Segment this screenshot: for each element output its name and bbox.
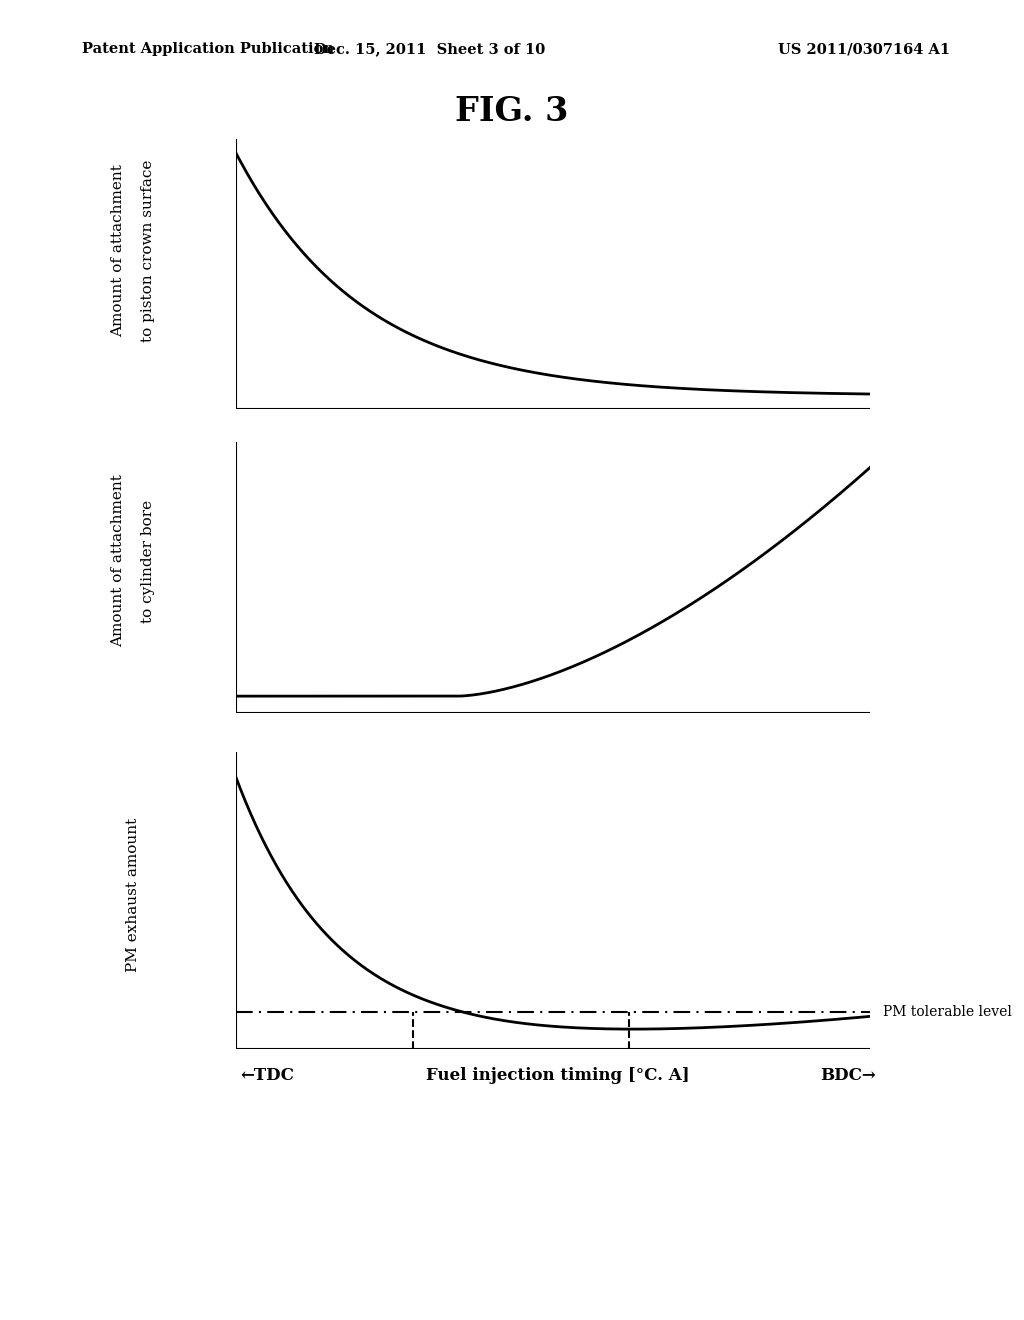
- Text: BDC→: BDC→: [820, 1067, 876, 1084]
- Text: ←TDC: ←TDC: [241, 1067, 295, 1084]
- Text: to cylinder bore: to cylinder bore: [141, 499, 156, 623]
- Text: PM exhaust amount: PM exhaust amount: [126, 818, 140, 972]
- Text: to piston crown surface: to piston crown surface: [141, 160, 156, 342]
- Text: US 2011/0307164 A1: US 2011/0307164 A1: [778, 42, 950, 57]
- Text: FIG. 3: FIG. 3: [456, 95, 568, 128]
- Text: Dec. 15, 2011  Sheet 3 of 10: Dec. 15, 2011 Sheet 3 of 10: [314, 42, 546, 57]
- Text: Amount of attachment: Amount of attachment: [111, 475, 125, 647]
- Text: PM tolerable level: PM tolerable level: [883, 1005, 1012, 1019]
- Text: Amount of attachment: Amount of attachment: [111, 165, 125, 337]
- Text: Patent Application Publication: Patent Application Publication: [82, 42, 334, 57]
- Text: Fuel injection timing [°C. A]: Fuel injection timing [°C. A]: [426, 1067, 690, 1084]
